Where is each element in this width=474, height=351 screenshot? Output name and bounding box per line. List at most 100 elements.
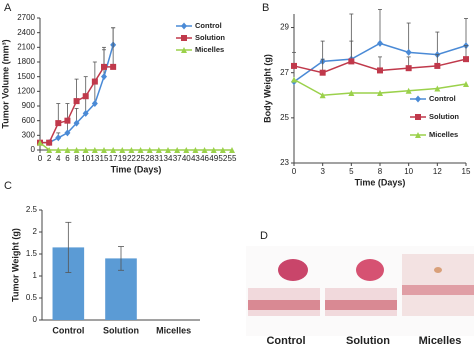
legend-label: Control xyxy=(195,21,222,30)
x-tick-label: 10 xyxy=(404,167,413,176)
legend-marker xyxy=(415,132,421,138)
x-tick-label: 34 xyxy=(164,154,173,163)
x-axis-label: Time (Days) xyxy=(355,177,406,187)
y-tick-label: 23 xyxy=(280,158,289,167)
legend-marker xyxy=(181,35,187,41)
marker xyxy=(137,147,144,153)
marker xyxy=(192,147,199,153)
marker xyxy=(377,90,383,97)
x-tick-label: Control xyxy=(52,325,84,335)
y-tick-label: 1.5 xyxy=(26,249,38,258)
marker xyxy=(64,117,71,124)
x-tick-label: 28 xyxy=(145,154,154,163)
marker xyxy=(291,62,297,69)
marker xyxy=(377,67,383,74)
marker xyxy=(46,139,53,146)
marker xyxy=(82,109,89,117)
x-tick-label: 25 xyxy=(136,154,145,163)
legend-marker xyxy=(415,95,421,103)
marker xyxy=(291,76,297,83)
x-tick-label: 3 xyxy=(320,167,325,176)
x-tick-label: 8 xyxy=(74,154,79,163)
photo-label: Solution xyxy=(346,335,390,347)
photo xyxy=(246,246,474,336)
marker xyxy=(434,62,441,69)
x-tick-label: 12 xyxy=(433,167,442,176)
x-axis-label: Time (Days) xyxy=(111,164,162,174)
marker xyxy=(377,39,383,47)
marker xyxy=(55,134,62,142)
y-tick-label: 2.5 xyxy=(26,205,38,214)
marker xyxy=(91,100,98,108)
marker xyxy=(101,147,107,153)
x-tick-label: Solution xyxy=(103,325,139,335)
x-tick-label: 22 xyxy=(127,154,136,163)
y-tick-label: 2700 xyxy=(17,13,35,22)
marker xyxy=(110,147,117,153)
y-tick-label: 0 xyxy=(33,315,38,324)
marker xyxy=(46,147,53,153)
series-line xyxy=(40,66,114,144)
marker xyxy=(229,147,235,153)
ruler-band xyxy=(248,300,320,310)
y-tick-label: 2100 xyxy=(17,42,35,51)
marker xyxy=(174,147,181,153)
x-tick-label: 55 xyxy=(228,154,237,163)
x-tick-label: 6 xyxy=(65,154,70,163)
x-tick-label: 10 xyxy=(81,154,90,163)
marker xyxy=(73,147,80,153)
marker xyxy=(405,48,412,56)
marker xyxy=(119,147,126,153)
ruler-band xyxy=(402,285,474,295)
marker xyxy=(348,90,355,97)
marker xyxy=(101,63,107,70)
x-tick-label: 15 xyxy=(100,154,109,163)
legend-label: Solution xyxy=(195,33,225,42)
x-tick-label: 52 xyxy=(218,154,227,163)
photo-label: Control xyxy=(266,335,305,347)
x-tick-label: 17 xyxy=(109,154,118,163)
y-tick-label: 900 xyxy=(22,101,36,110)
y-tick-label: 29 xyxy=(280,23,289,32)
marker xyxy=(55,147,62,153)
legend-marker xyxy=(181,22,187,30)
marker xyxy=(155,147,162,153)
series-line xyxy=(39,142,232,151)
y-tick-label: 1 xyxy=(33,271,38,280)
y-tick-label: 600 xyxy=(22,116,36,125)
marker xyxy=(101,73,107,81)
y-tick-label: 2 xyxy=(33,227,38,236)
marker xyxy=(219,147,226,153)
marker xyxy=(82,147,89,153)
panel-letter: C xyxy=(4,180,12,192)
legend-marker xyxy=(181,47,187,53)
photo-label: Micelles xyxy=(419,335,462,347)
tumor xyxy=(278,259,308,281)
marker xyxy=(128,147,135,153)
x-tick-label: Micelles xyxy=(156,325,191,335)
legend-label: Solution xyxy=(429,112,459,121)
y-tick-label: 300 xyxy=(22,130,36,139)
x-tick-label: 15 xyxy=(462,167,471,176)
marker xyxy=(73,98,80,105)
y-tick-label: 1500 xyxy=(17,72,35,81)
x-tick-label: 2 xyxy=(47,154,52,163)
x-tick-label: 49 xyxy=(209,154,218,163)
marker xyxy=(82,93,89,100)
marker xyxy=(463,80,469,87)
tumor xyxy=(434,267,442,273)
marker xyxy=(165,147,171,153)
x-tick-label: 37 xyxy=(173,154,182,163)
panel-letter: B xyxy=(262,2,269,14)
y-tick-label: 25 xyxy=(280,113,289,122)
marker xyxy=(463,56,469,63)
marker xyxy=(91,78,98,85)
marker xyxy=(201,147,208,153)
x-tick-label: 0 xyxy=(38,154,43,163)
marker xyxy=(55,120,62,127)
ruler xyxy=(402,254,474,316)
y-tick-label: 2400 xyxy=(17,28,35,37)
y-tick-label: 0 xyxy=(31,145,36,154)
marker xyxy=(73,119,80,127)
